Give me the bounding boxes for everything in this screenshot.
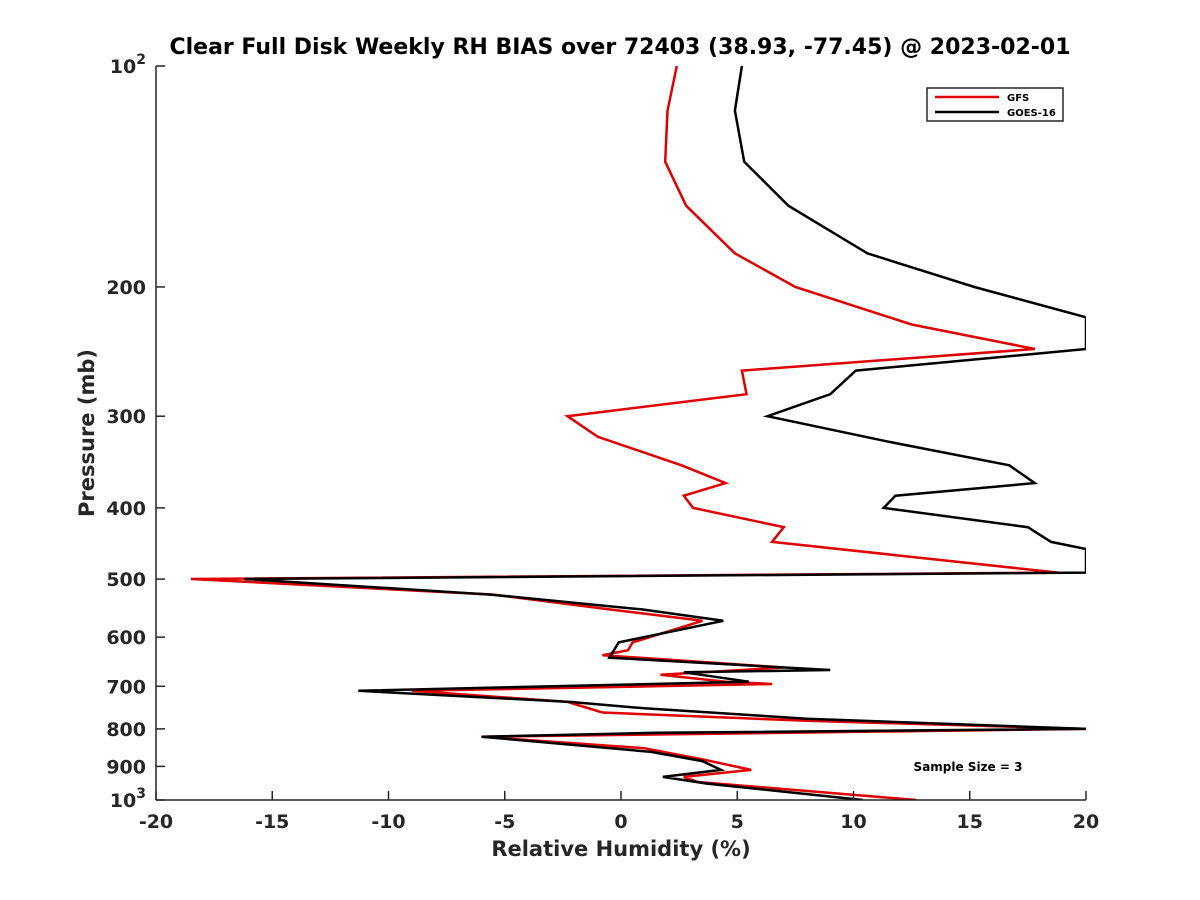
y-tick-label: 300 — [106, 406, 146, 428]
x-axis-label: Relative Humidity (%) — [491, 837, 750, 861]
y-tick-label: 400 — [106, 498, 146, 520]
y-tick-label: 500 — [106, 569, 146, 591]
y-tick-label: 200 — [106, 277, 146, 299]
x-tick-label: 20 — [1073, 811, 1099, 833]
y-axis-ticks: 102 200 300 400 500 600 700 800 900 103 — [106, 52, 165, 812]
x-tick-label: -5 — [494, 811, 515, 833]
y-tick-label: 103 — [110, 786, 146, 812]
y-tick-label: 700 — [106, 676, 146, 698]
legend: GFS GOES-16 — [926, 87, 1064, 122]
legend-label-goes-16: GOES-16 — [1007, 108, 1056, 119]
sample-size-annotation: Sample Size = 3 — [914, 760, 1023, 774]
series-layer — [190, 66, 1086, 800]
chart-title: Clear Full Disk Weekly RH BIAS over 7240… — [169, 35, 1070, 60]
x-axis-ticks: -20 -15 -10 -5 0 5 10 15 20 — [139, 791, 1099, 833]
y-tick-label: 600 — [106, 627, 146, 649]
legend-box — [926, 87, 1064, 122]
x-tick-label: -10 — [371, 811, 405, 833]
y-axis-label: Pressure (mb) — [75, 349, 99, 517]
y-tick-label: 900 — [106, 756, 146, 778]
legend-label-gfs: GFS — [1007, 93, 1029, 104]
x-tick-label: 5 — [731, 811, 744, 833]
x-tick-label: 10 — [840, 811, 866, 833]
x-tick-label: -15 — [255, 811, 289, 833]
series-line-goes-16 — [244, 66, 1086, 800]
plot-background — [156, 66, 1086, 800]
plot-area — [156, 66, 1086, 800]
x-tick-label: 0 — [614, 811, 627, 833]
x-tick-label: -20 — [139, 811, 173, 833]
y-tick-label: 102 — [110, 52, 146, 78]
y-tick-label: 800 — [106, 719, 146, 741]
x-tick-label: 15 — [957, 811, 983, 833]
